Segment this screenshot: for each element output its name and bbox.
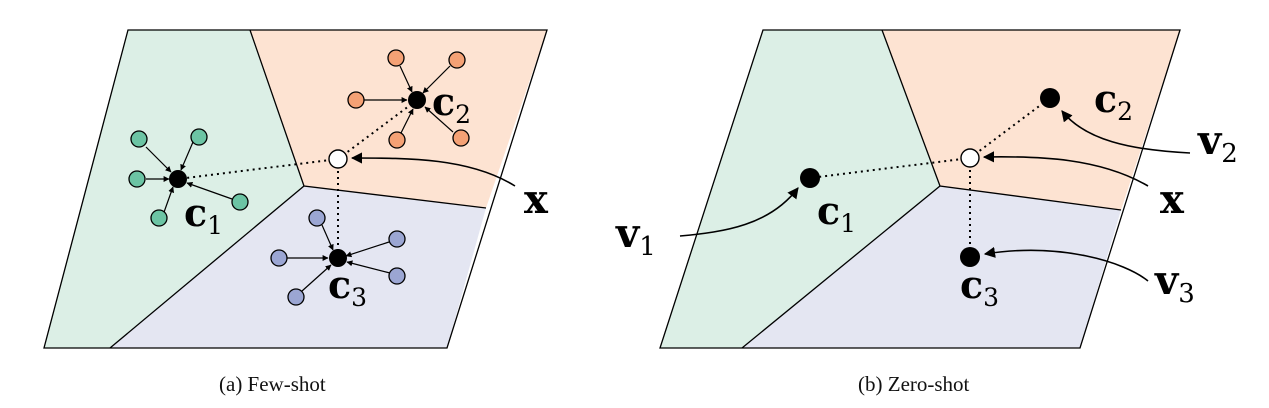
distance-line [337,99,418,160]
support-point [308,209,326,227]
caption-few-shot: (a) Few-shot [219,372,326,396]
support-point [231,193,249,211]
query-label-x: x [1160,176,1185,223]
region-class-1 [660,30,940,348]
prototype-c1 [169,170,187,188]
prototype-label-c1: c1 [817,188,856,238]
region-class-2 [882,30,1180,210]
query-arrow [982,151,1149,187]
support-point [128,170,146,188]
class-vector-label-v1: v1 [615,210,656,262]
class-vector-arrow-v1 [679,187,799,237]
support-point [452,129,470,147]
prototype-c2 [408,91,426,109]
support-point [190,128,208,146]
support-point [388,230,406,248]
region-class-3 [742,186,1121,348]
prototype-c3 [960,247,980,267]
prototype-c3 [329,249,347,267]
decision-boundary [109,185,305,349]
support-point [388,131,406,149]
prototype-label-c1: c1 [184,190,223,240]
class-vector-arrow-v2 [1061,110,1191,154]
support-point [387,49,405,67]
query-arrow [350,152,516,187]
support-point [150,209,168,227]
support-point [448,51,466,69]
panel-border [659,29,1181,349]
prototype-c1 [800,168,820,188]
support-point [270,249,288,267]
class-vector-arrow-v3 [983,246,1149,282]
class-vector-label-v2: v2 [1197,117,1238,169]
support-point [130,130,148,148]
prototype-label-c3: c3 [960,262,999,312]
panel-few-shot: c1 c2 c3 x [43,29,549,349]
query-label-x: x [524,176,549,223]
support-point [388,267,406,285]
decision-boundary [741,185,941,349]
region-class-2 [250,30,547,208]
prototype-label-c2: c2 [1094,76,1133,126]
prototype-label-c2: c2 [432,79,471,129]
query-point [960,148,980,168]
class-vector-label-v3: v3 [1154,257,1195,309]
caption-zero-shot: (b) Zero-shot [858,372,970,396]
distance-line [969,97,1051,159]
query-point [328,149,348,169]
region-class-3 [110,186,486,348]
panel-border [43,29,548,349]
support-point [287,288,305,306]
panel-zero-shot: c1 c2 c3 x v1 v2 v3 [615,29,1238,349]
prototype-c2 [1040,88,1060,108]
support-point [347,91,365,109]
prototype-label-c3: c3 [328,262,367,312]
